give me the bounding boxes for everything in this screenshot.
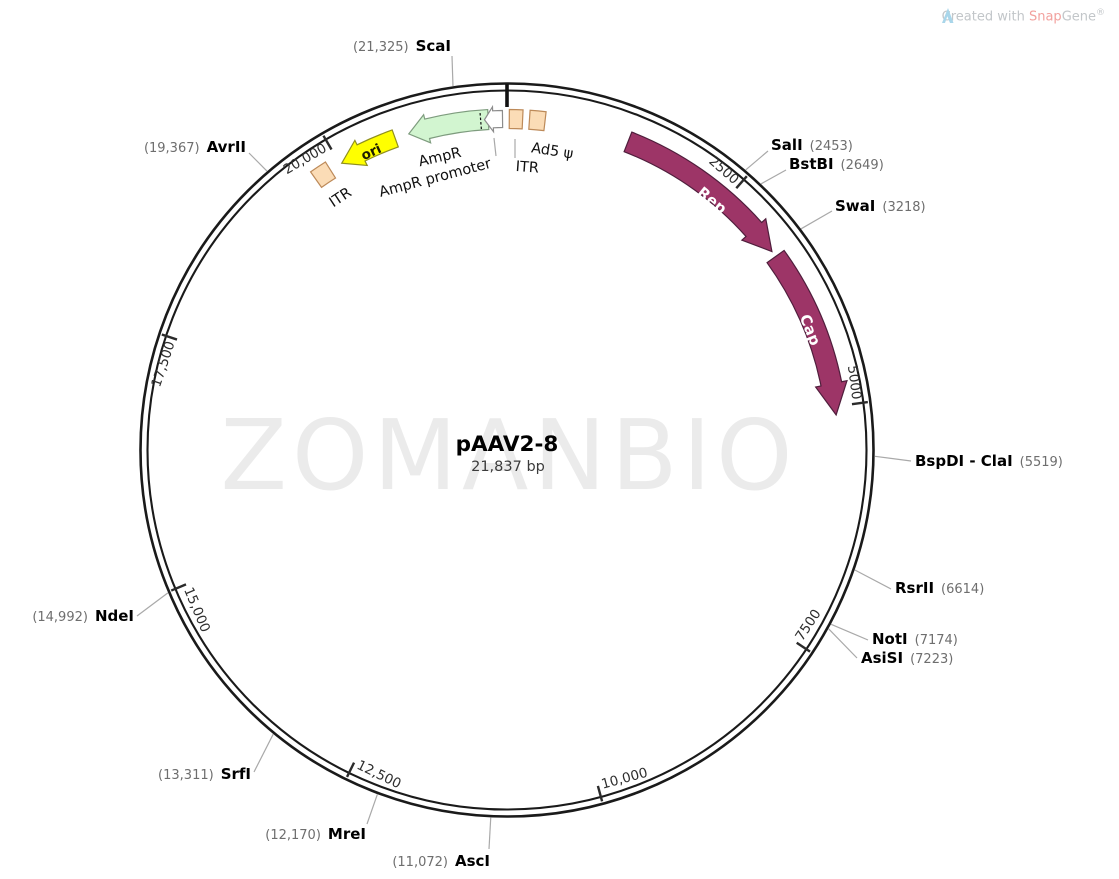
enzyme-label-RsrII: RsrII (6614): [895, 579, 984, 597]
enzyme-label-AscI: (11,072) AscI: [392, 852, 490, 870]
feature-itr-left: [309, 161, 337, 189]
enzyme-leader-NotI: [830, 623, 869, 641]
plasmid-title: pAAV2-8: [456, 432, 559, 457]
itr-right-label: ITR: [515, 159, 539, 177]
enzyme-label-part: ScaI: [416, 37, 451, 55]
enzyme-leader-AsiSI: [828, 628, 858, 659]
feature-ad5-psi: [528, 109, 547, 132]
feature-ampr-promoter: [483, 104, 504, 134]
enzyme-label-SwaI: SwaI (3218): [835, 197, 926, 215]
enzyme-leader-MreI: [366, 794, 378, 825]
credit-registered-mark: ®: [1096, 8, 1105, 18]
tick-mark-7500: [796, 641, 811, 653]
plasmid-size: 21,837 bp: [471, 459, 545, 475]
enzyme-label-part: SrfI: [221, 765, 251, 783]
enzyme-leader-ScaI: [451, 55, 454, 87]
enzyme-leader-AscI: [488, 817, 492, 850]
enzyme-labels-group: SalI (2453)BstBI (2649) SwaI (3218) BspDI - C…: [32, 37, 1063, 870]
enzyme-label-part: (13,311): [158, 768, 214, 783]
enzyme-label-part: (2453): [810, 139, 853, 154]
enzyme-leader-RsrII: [854, 569, 892, 590]
enzyme-label-part: BstBI: [789, 155, 834, 173]
credit-text: Created with SnapGene®: [942, 8, 1105, 24]
enzyme-label-part: (14,992): [32, 610, 88, 625]
enzyme-leader-SrfI: [253, 733, 274, 773]
enzyme-label-part: (5519): [1020, 455, 1063, 470]
tick-mark-10000: [596, 785, 604, 802]
itr-left-label: ITR: [327, 185, 355, 211]
backbone-outer-ring: [139, 82, 875, 818]
enzyme-label-part: SalI: [771, 136, 803, 154]
tick-mark-2500: [735, 175, 748, 190]
credit-prefix: Created with: [941, 9, 1029, 25]
feature-ori: [340, 129, 400, 167]
enzyme-label-part: (19,367): [144, 141, 200, 156]
enzyme-label-part: RsrII: [895, 579, 934, 597]
enzyme-label-part: (12,170): [265, 828, 321, 843]
tick-label-5000: 5000: [844, 364, 864, 400]
enzyme-label-part: (21,325): [353, 40, 409, 55]
tick-label-17500: 17,500: [148, 339, 178, 389]
enzyme-label-part: AscI: [455, 852, 490, 870]
enzyme-label-AvrII: (19,367) AvrII: [144, 138, 246, 156]
enzyme-label-part: NdeI: [95, 607, 134, 625]
enzyme-label-SrfI: (13,311) SrfI: [158, 765, 251, 783]
enzyme-label-NotI: NotI (7174): [872, 630, 958, 648]
enzyme-label-SalI: SalI (2453): [771, 136, 853, 154]
enzyme-leader-AvrII: [248, 152, 268, 172]
tick-mark-17500: [161, 333, 178, 341]
enzyme-label-NdeI: (14,992) NdeI: [32, 607, 134, 625]
ori-label: ori: [359, 141, 384, 164]
feature-arrows-group: [309, 104, 848, 417]
enzyme-label-part: AsiSI: [861, 649, 903, 667]
enzyme-leader-SwaI: [800, 210, 833, 230]
enzyme-label-BspDI - ClaI: BspDI - ClaI (5519): [915, 452, 1063, 470]
tick-mark-20000: [322, 135, 333, 151]
feature-ampr: [407, 108, 490, 144]
feature-itr-right: [508, 108, 524, 130]
snapgene-credit: Created with SnapGene®: [941, 8, 1105, 24]
feature-leader-lines-group: [493, 137, 516, 158]
enzyme-label-part: (11,072): [392, 855, 448, 870]
ad5-psi-label: Ad5 ψ: [530, 140, 574, 162]
enzyme-label-part: SwaI: [835, 197, 875, 215]
enzyme-label-part: (2649): [841, 158, 884, 173]
snapgene-logo-icon: [941, 8, 954, 23]
feature-rep: [623, 131, 773, 253]
enzyme-leader-NdeI: [136, 592, 169, 617]
watermark-text: ZOMANBIO: [221, 399, 798, 512]
enzyme-label-part: AvrII: [207, 138, 246, 156]
tick-mark-5000: [851, 400, 868, 406]
feature-ampr-boundary-dash: [479, 111, 482, 130]
feature-cap: [766, 249, 848, 417]
enzyme-label-part: (3218): [882, 200, 925, 215]
enzyme-label-ScaI: (21,325) ScaI: [353, 37, 451, 55]
enzyme-label-BstBI: BstBI (2649): [789, 155, 884, 173]
credit-brand-snap: Snap: [1028, 9, 1062, 25]
enzyme-leader-BspDI - ClaI: [874, 455, 912, 462]
enzyme-leader-SalI: [745, 150, 769, 171]
enzyme-leader-BstBI: [760, 169, 787, 185]
enzyme-label-part: NotI: [872, 630, 908, 648]
enzyme-label-part: (7174): [915, 633, 958, 648]
credit-brand-gene: Gene: [1061, 9, 1096, 25]
tick-label-10000: 10,000: [600, 765, 650, 793]
enzyme-label-part: MreI: [328, 825, 366, 843]
enzyme-label-part: (6614): [941, 582, 984, 597]
tick-mark-12500: [345, 762, 356, 778]
enzyme-label-part: (7223): [910, 652, 953, 667]
ampr-promoter-leader: [493, 137, 497, 157]
enzyme-label-part: BspDI - ClaI: [915, 452, 1013, 470]
enzyme-label-AsiSI: AsiSI (7223): [861, 649, 953, 667]
enzyme-label-MreI: (12,170) MreI: [265, 825, 366, 843]
tick-mark-15000: [170, 583, 187, 592]
